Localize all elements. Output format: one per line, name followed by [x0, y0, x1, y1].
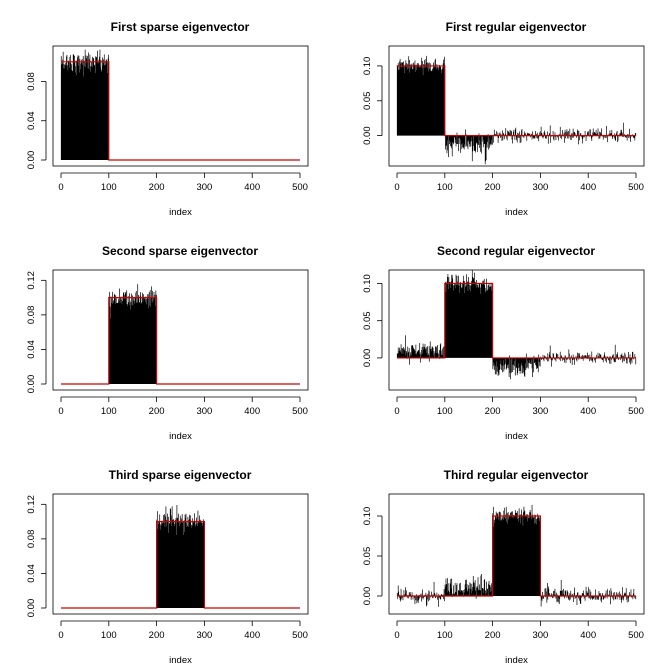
chart-panel-6: Third regular eigenvector 0 100 200 300 400 50… [362, 468, 645, 666]
true-signal-line [61, 297, 300, 385]
x-tick-label: 100 [437, 630, 453, 641]
x-tick-label: 100 [101, 406, 117, 417]
x-tick-label: 500 [628, 406, 644, 417]
y-tick-label: 0.05 [362, 311, 373, 330]
x-tick-label: 300 [196, 406, 212, 417]
chart-panel-3: Second sparse eigenvector 0 100 200 300 400 50… [26, 244, 309, 442]
y-tick-label: 0.04 [26, 340, 37, 359]
chart-panel-1: First sparse eigenvector 0 100 200 300 400 500… [26, 20, 309, 218]
y-tick-label: 0.00 [362, 349, 373, 368]
chart-title: First sparse eigenvector [111, 20, 250, 34]
x-tick-label: 400 [244, 182, 260, 193]
y-tick-label: 0.08 [26, 530, 37, 549]
plot-frame [388, 269, 645, 391]
x-tick-label: 100 [437, 406, 453, 417]
x-tick-label: 0 [58, 406, 63, 417]
x-tick-label: 500 [628, 182, 644, 193]
y-tick-label: 0.08 [26, 306, 37, 325]
x-tick-label: 200 [485, 182, 501, 193]
x-axis-label: index [505, 655, 528, 666]
y-tick-label: 0.10 [362, 274, 373, 293]
y-tick-label: 0.00 [362, 126, 373, 145]
x-axis-label: index [169, 431, 192, 442]
x-tick-label: 300 [532, 406, 548, 417]
y-tick-label: 0.10 [362, 507, 373, 526]
y-tick-label: 0.00 [26, 599, 37, 618]
true-signal-line [397, 65, 636, 137]
x-tick-label: 400 [580, 630, 596, 641]
y-tick-label: 0.08 [26, 72, 37, 91]
chart-title: Third sparse eigenvector [109, 468, 252, 482]
true-signal-line [397, 282, 636, 359]
chart-title: Third regular eigenvector [444, 468, 589, 482]
x-tick-label: 500 [292, 182, 308, 193]
y-tick-label: 0.00 [26, 151, 37, 170]
x-tick-label: 500 [292, 630, 308, 641]
x-tick-label: 0 [394, 182, 399, 193]
x-tick-label: 300 [196, 182, 212, 193]
chart-panel-4: Second regular eigenvector 0 100 200 300 400 5… [362, 244, 645, 442]
chart-title: Second sparse eigenvector [102, 244, 258, 258]
chart-panel-2: First regular eigenvector 0 100 200 300 400 50… [362, 20, 645, 218]
x-tick-label: 500 [628, 630, 644, 641]
y-tick-label: 0.04 [26, 564, 37, 583]
x-tick-label: 200 [485, 406, 501, 417]
eigenvector-spikes [396, 504, 637, 607]
chart-title: Second regular eigenvector [437, 244, 595, 258]
y-tick-label: 0.04 [26, 111, 37, 129]
x-tick-label: 100 [101, 182, 117, 193]
x-tick-label: 200 [149, 406, 165, 417]
x-axis-label: index [169, 207, 192, 218]
x-tick-label: 400 [580, 182, 596, 193]
plot-frame [388, 45, 645, 167]
y-tick-label: 0.05 [362, 547, 373, 566]
eigenvector-spikes [108, 284, 157, 384]
plot-frame [52, 45, 309, 167]
x-tick-label: 300 [532, 182, 548, 193]
y-tick-label: 0.12 [26, 495, 37, 514]
x-tick-label: 500 [292, 406, 308, 417]
x-tick-label: 0 [394, 406, 399, 417]
x-tick-label: 300 [196, 630, 212, 641]
x-axis-label: index [505, 431, 528, 442]
y-tick-label: 0.10 [362, 57, 373, 76]
x-tick-label: 0 [58, 182, 63, 193]
plot-frame [52, 493, 309, 615]
plot-frame [52, 269, 309, 391]
x-tick-label: 0 [394, 630, 399, 641]
chart-panel-5: Third sparse eigenvector 0 100 200 300 400 500… [26, 468, 309, 666]
eigenvector-spikes [396, 55, 637, 165]
x-tick-label: 200 [485, 630, 501, 641]
x-tick-label: 200 [149, 182, 165, 193]
x-tick-label: 400 [580, 406, 596, 417]
true-signal-line [61, 61, 300, 161]
x-tick-label: 200 [149, 630, 165, 641]
chart-title: First regular eigenvector [446, 20, 587, 34]
x-tick-label: 400 [244, 630, 260, 641]
true-signal-line [61, 520, 300, 609]
y-tick-label: 0.00 [362, 587, 373, 606]
x-tick-label: 400 [244, 406, 260, 417]
x-tick-label: 100 [101, 630, 117, 641]
x-tick-label: 300 [532, 630, 548, 641]
x-tick-label: 0 [58, 630, 63, 641]
x-axis-label: index [505, 207, 528, 218]
eigenvector-spikes [396, 270, 637, 380]
eigenvector-spikes [60, 49, 109, 160]
eigenvector-spikes [156, 504, 205, 608]
y-tick-label: 0.12 [26, 271, 37, 290]
y-tick-label: 0.05 [362, 92, 373, 111]
plot-frame [388, 493, 645, 615]
x-axis-label: index [169, 655, 192, 666]
y-tick-label: 0.00 [26, 375, 37, 394]
x-tick-label: 100 [437, 182, 453, 193]
true-signal-line [397, 515, 636, 597]
